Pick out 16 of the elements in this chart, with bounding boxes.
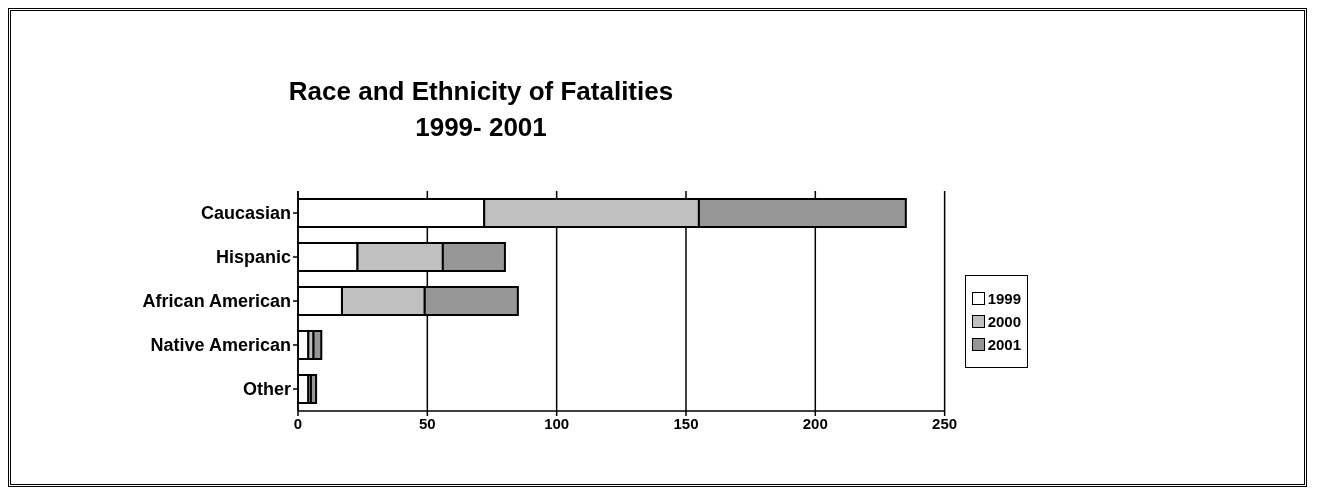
x-tick-label: 50 [418,414,436,432]
bar [309,373,318,404]
y-tick-label: Native American [150,335,291,356]
chart-title: Race and Ethnicity of Fatalities 1999- 2001 [287,75,675,144]
y-tick-label: Other [242,379,291,400]
legend-label: 2000 [987,312,1021,330]
y-tick-label: Caucasian [200,203,291,224]
legend-label: 2001 [987,335,1021,353]
x-tick-label: 100 [544,414,570,432]
legend-label: 1999 [987,289,1021,307]
x-tick-label: 0 [293,414,303,432]
x-tick-label: 250 [932,414,958,432]
y-tick-label: Hispanic [215,247,291,268]
x-tick-label: 150 [673,414,699,432]
x-tick-label: 200 [802,414,828,432]
y-tick-label: African American [142,291,291,312]
